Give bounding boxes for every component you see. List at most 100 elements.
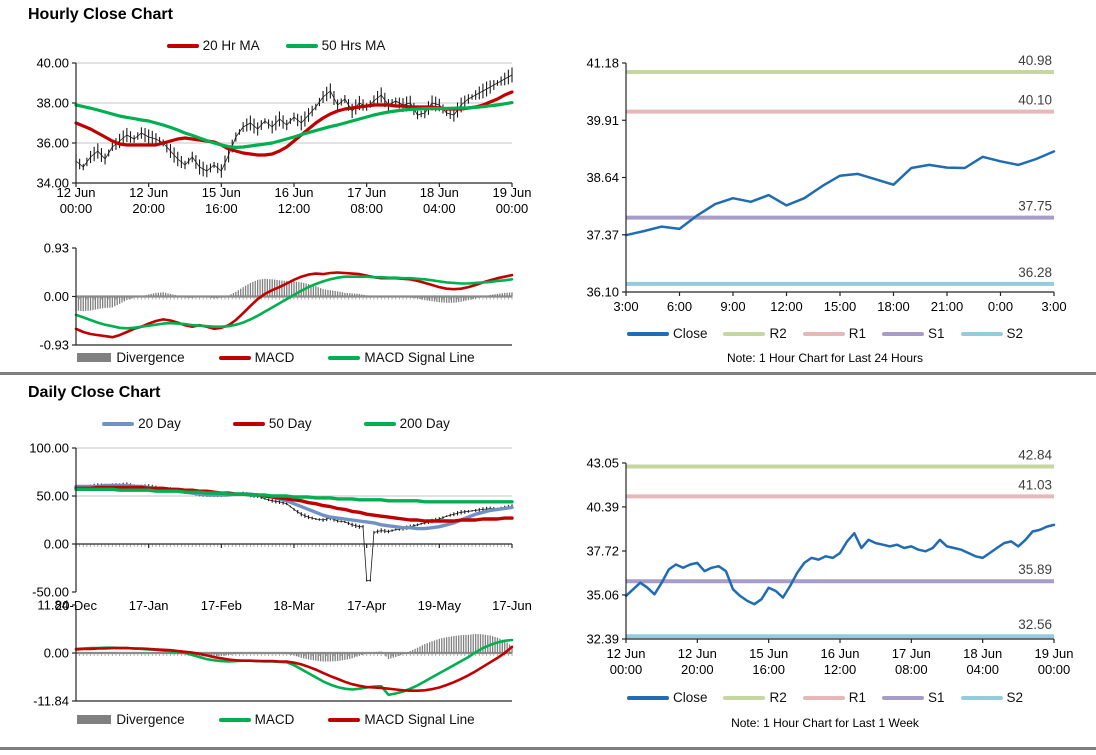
daily-ma-legend: 20 Day 50 Day 200 Day: [6, 416, 546, 431]
svg-text:35.89: 35.89: [1018, 562, 1052, 577]
svg-text:19 Jun: 19 Jun: [1034, 646, 1073, 661]
legend-item-macd-daily: MACD: [218, 712, 295, 727]
svg-text:34.00: 34.00: [36, 176, 69, 191]
svg-text:0.00: 0.00: [44, 537, 69, 552]
svg-text:20:00: 20:00: [132, 201, 165, 216]
legend-label-close-daily: Close: [672, 690, 708, 705]
bottom-divider: [0, 747, 1096, 750]
legend-label-50hr-ma: 50 Hrs MA: [321, 38, 386, 53]
svg-text:00:00: 00:00: [496, 201, 529, 216]
hourly-note: Note: 1 Hour Chart for Last 24 Hours: [726, 351, 924, 365]
legend-item-macd: MACD: [218, 350, 294, 365]
legend-item-s2-hourly: S2: [960, 326, 1024, 341]
legend-label-50day: 50 Day: [268, 416, 312, 431]
svg-text:40.00: 40.00: [36, 56, 69, 71]
svg-text:42.84: 42.84: [1018, 447, 1052, 462]
svg-text:40.10: 40.10: [1018, 93, 1052, 108]
200day-line-swatch: [363, 421, 396, 426]
svg-text:36.28: 36.28: [1018, 265, 1052, 280]
svg-text:0.93: 0.93: [44, 241, 69, 256]
legend-label-s2: S2: [1006, 326, 1024, 341]
daily-price-chart: 100.0050.000.00-50.0020-Dec17-Jan17-Feb1…: [29, 441, 532, 614]
legend-item-20day: 20 Day: [102, 416, 181, 431]
svg-text:15:00: 15:00: [824, 299, 857, 314]
svg-text:18-Mar: 18-Mar: [273, 598, 315, 613]
svg-text:-50.00: -50.00: [32, 585, 69, 600]
section-divider: [0, 372, 1096, 375]
svg-text:18 Jun: 18 Jun: [963, 646, 1002, 661]
legend-item-50day: 50 Day: [232, 416, 312, 431]
macd-signal-line-swatch: [328, 355, 361, 360]
svg-text:36.10: 36.10: [586, 285, 619, 300]
svg-text:15 Jun: 15 Jun: [202, 185, 241, 200]
20hr-ma-line-swatch: [166, 43, 199, 48]
svg-text:100.00: 100.00: [29, 441, 69, 456]
svg-text:32.56: 32.56: [1018, 617, 1052, 632]
legend-label-r2: R2: [769, 326, 787, 341]
svg-text:17-Jun: 17-Jun: [492, 598, 532, 613]
svg-text:12 Jun: 12 Jun: [678, 646, 717, 661]
legend-label-macd-daily: MACD: [254, 712, 295, 727]
svg-text:00:00: 00:00: [1038, 662, 1071, 677]
close-line-swatch-daily: [626, 695, 669, 700]
hourly-pivot-legend: Close R2 R1 S1 S2: [560, 326, 1090, 341]
svg-text:04:00: 04:00: [966, 662, 999, 677]
legend-label-macd-signal-daily: MACD Signal Line: [364, 712, 475, 727]
s1-line-swatch-daily: [882, 695, 924, 700]
legend-label-20hr-ma: 20 Hr MA: [202, 38, 260, 53]
page-title-daily: Daily Close Chart: [28, 384, 161, 401]
page-title-hourly: Hourly Close Chart: [28, 6, 173, 23]
svg-text:39.91: 39.91: [586, 113, 619, 128]
svg-text:40.98: 40.98: [1018, 53, 1052, 68]
close-line-swatch: [626, 331, 669, 336]
svg-text:17 Jun: 17 Jun: [347, 185, 386, 200]
svg-text:12 Jun: 12 Jun: [606, 646, 645, 661]
legend-item-macd-signal-daily: MACD Signal Line: [328, 712, 475, 727]
daily-note: Note: 1 Hour Chart for Last 1 Week: [731, 716, 919, 730]
legend-label-close: Close: [672, 326, 708, 341]
legend-item-r1-daily: R1: [802, 690, 866, 705]
svg-text:12:00: 12:00: [278, 201, 311, 216]
legend-item-50hr-ma: 50 Hrs MA: [285, 38, 386, 53]
svg-text:21:00: 21:00: [931, 299, 964, 314]
svg-text:18 Jun: 18 Jun: [420, 185, 459, 200]
daily-pivot-legend: Close R2 R1 S1 S2: [560, 690, 1090, 705]
r1-line-swatch-daily: [802, 695, 845, 700]
legend-label-macd-signal: MACD Signal Line: [364, 350, 475, 365]
svg-text:6:00: 6:00: [667, 299, 692, 314]
svg-text:16 Jun: 16 Jun: [820, 646, 859, 661]
macd-line-swatch: [218, 355, 251, 360]
legend-item-divergence: Divergence: [77, 350, 185, 365]
r2-line-swatch-daily: [723, 695, 766, 700]
legend-item-20hr-ma: 20 Hr MA: [166, 38, 260, 53]
50hr-ma-line-swatch: [285, 43, 318, 48]
legend-item-s1-hourly: S1: [882, 326, 945, 341]
legend-label-r1: R1: [848, 326, 866, 341]
svg-text:19 Jun: 19 Jun: [492, 185, 531, 200]
50day-line-swatch: [232, 421, 265, 426]
s2-line-swatch: [960, 331, 1003, 336]
r2-line-swatch: [723, 331, 766, 336]
svg-text:3:00: 3:00: [1041, 299, 1066, 314]
legend-item-close-daily: Close: [626, 690, 708, 705]
svg-text:08:00: 08:00: [895, 662, 928, 677]
svg-text:20:00: 20:00: [681, 662, 714, 677]
legend-label-s1-daily: S1: [928, 690, 945, 705]
svg-text:17 Jun: 17 Jun: [892, 646, 931, 661]
svg-text:12:00: 12:00: [770, 299, 803, 314]
divergence-bar-swatch-daily: [77, 715, 112, 724]
daily-pivot-chart: 42.84 41.03 35.89 32.56 43.05 40.39 37.72 35.06…: [586, 447, 1073, 677]
svg-text:15 Jun: 15 Jun: [749, 646, 788, 661]
legend-label-s1: S1: [928, 326, 945, 341]
svg-text:41.18: 41.18: [586, 56, 619, 71]
legend-item-r2-hourly: R2: [723, 326, 787, 341]
daily-macd-chart: 11.84 0.00 -11.84: [33, 598, 514, 709]
svg-text:37.72: 37.72: [586, 544, 619, 559]
svg-text:37.37: 37.37: [586, 227, 619, 242]
daily-macd-legend: Divergence MACD MACD Signal Line: [6, 712, 546, 727]
legend-label-r2-daily: R2: [769, 690, 787, 705]
hourly-pivot-chart: 40.98 40.10 37.75 36.28 41.18 39.91 38.64 37.37…: [586, 53, 1066, 314]
svg-text:00:00: 00:00: [60, 201, 93, 216]
hourly-macd-chart: 0.93 0.00 -0.93: [39, 241, 514, 353]
